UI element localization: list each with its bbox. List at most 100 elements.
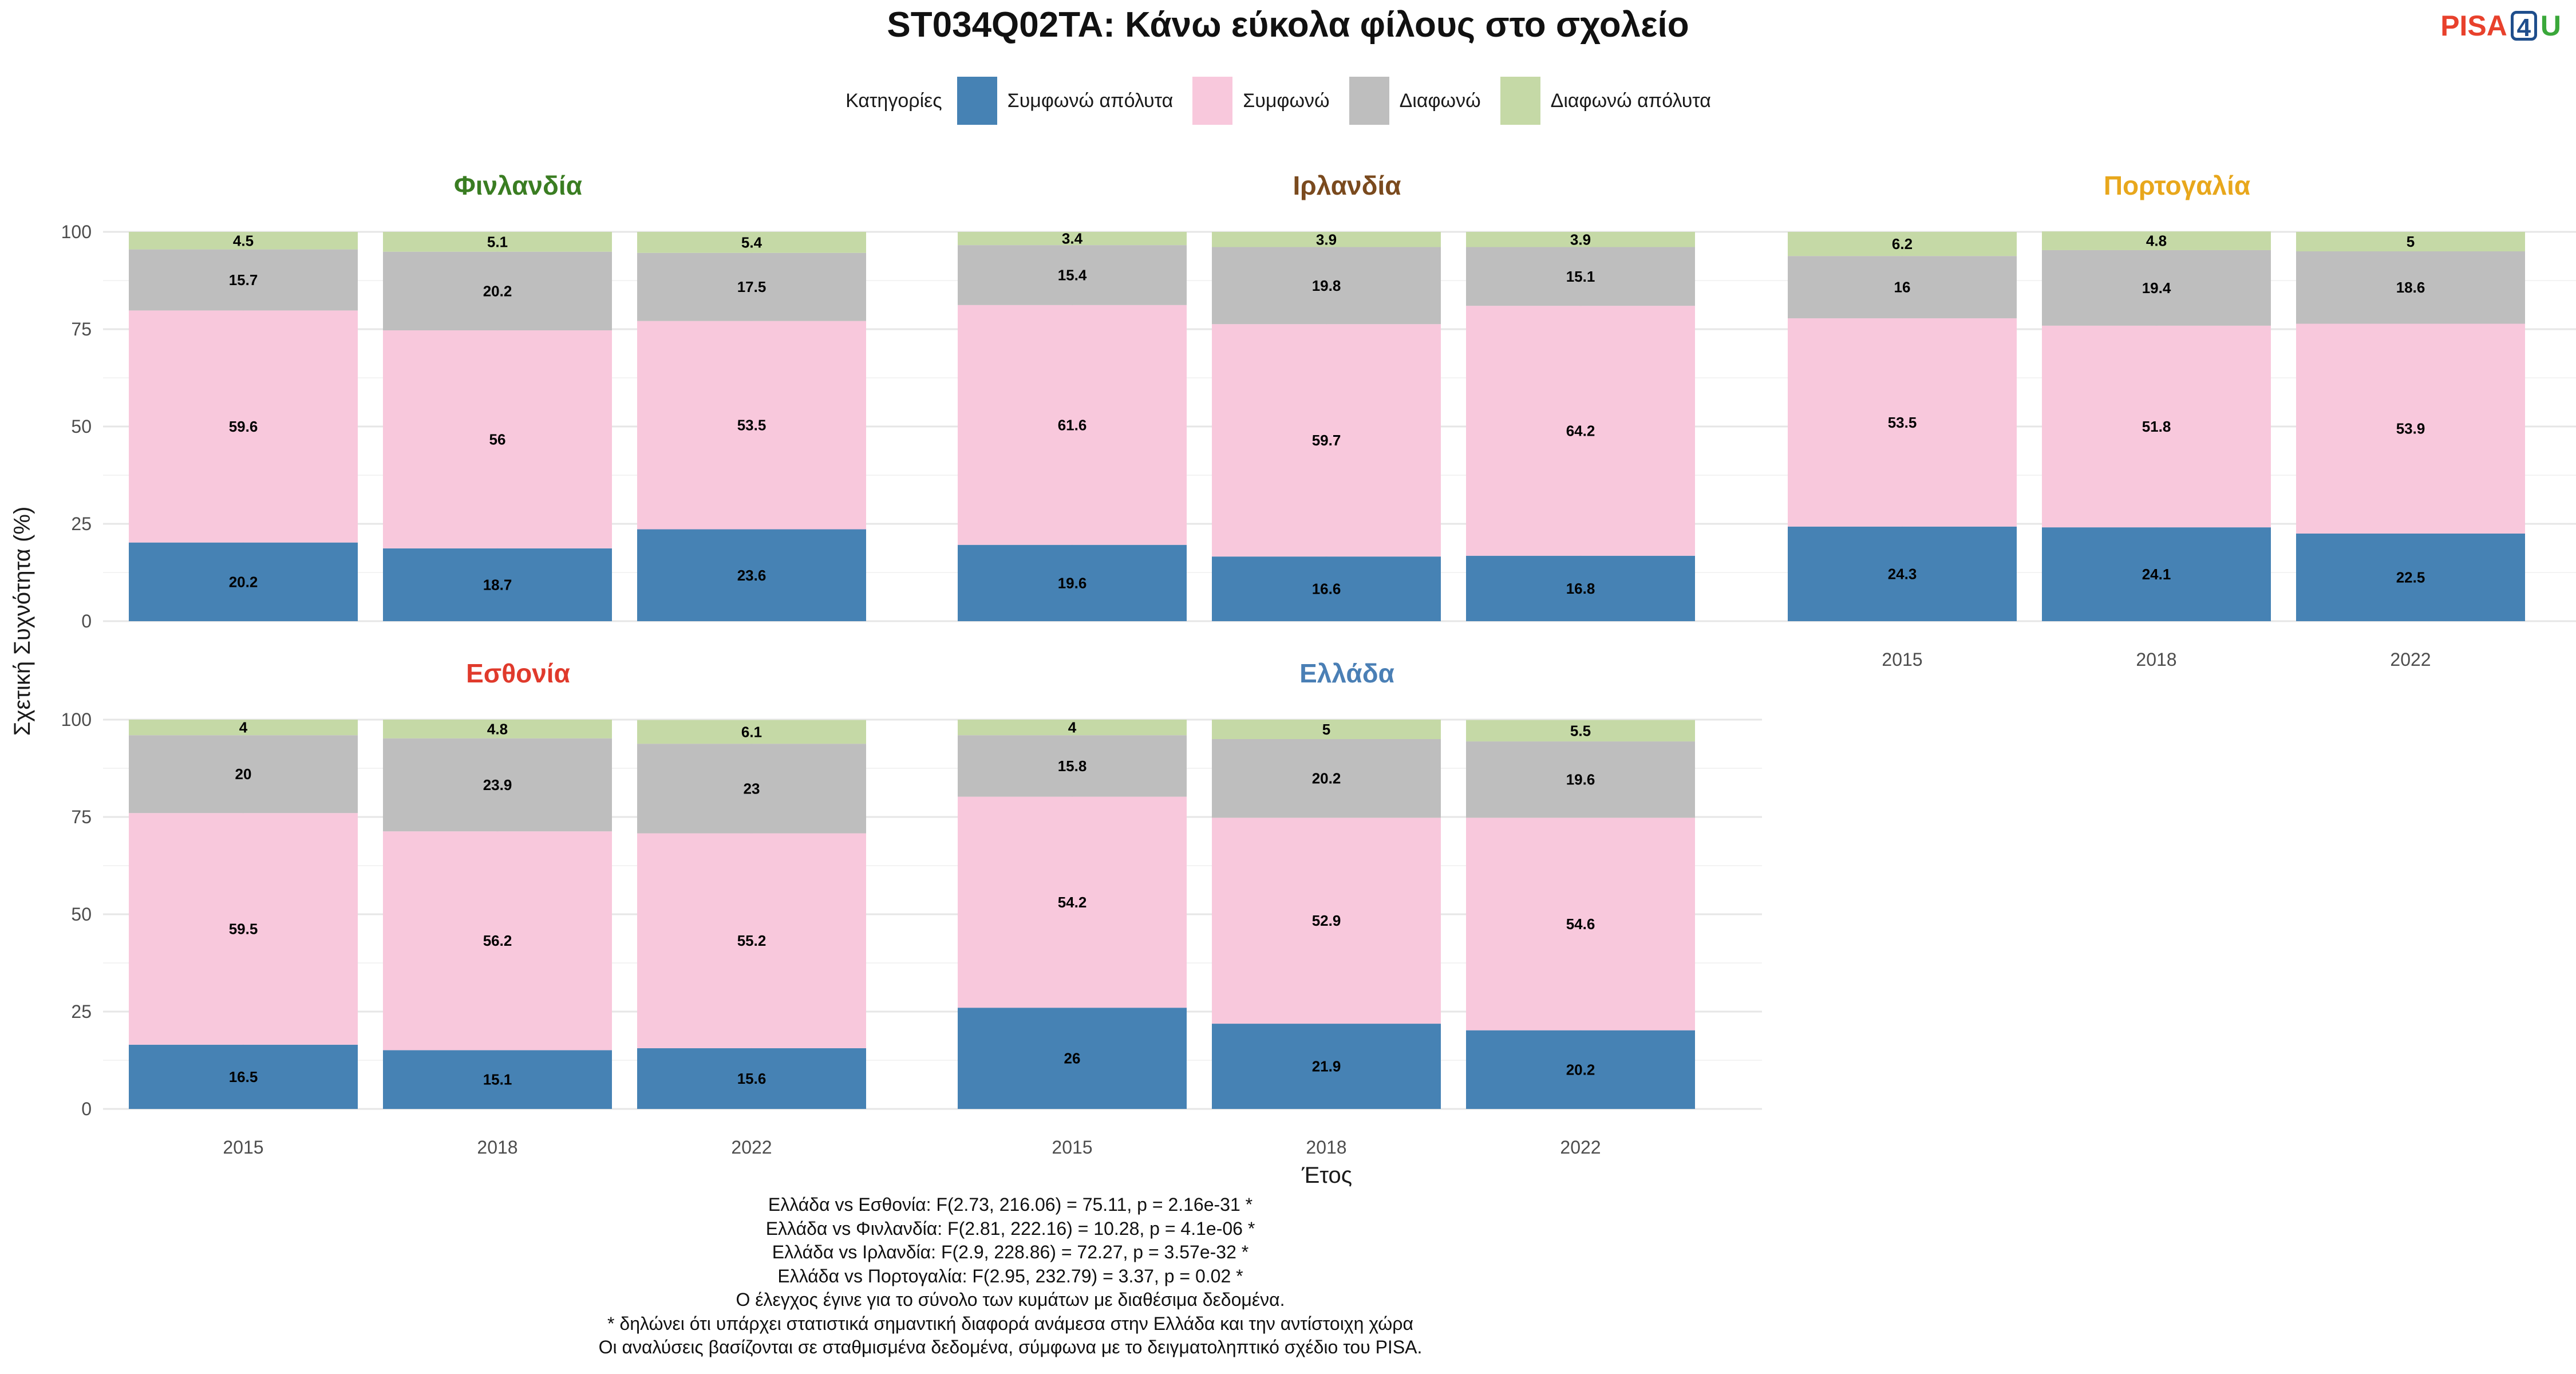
pisa4u-logo: PISA 4 U <box>2440 6 2561 46</box>
bar-segment <box>637 744 866 834</box>
bar-segment <box>129 249 358 311</box>
bar-segment <box>1466 720 1695 742</box>
bar-segment <box>1212 720 1441 739</box>
bar-segment <box>129 542 358 621</box>
bar-segment <box>637 321 866 530</box>
data-label: 15.6 <box>737 1070 767 1087</box>
legend-item-strongly-agree: Συμφωνώ απόλυτα <box>957 77 1174 125</box>
data-label: 54.6 <box>1566 915 1595 933</box>
legend-item-disagree: Διαφωνώ <box>1349 77 1481 125</box>
data-label: 15.1 <box>483 1071 512 1088</box>
x-tick-label: 2015 <box>1882 649 1922 670</box>
bar-segment <box>1212 818 1441 1024</box>
data-label: 56 <box>489 431 506 448</box>
data-label: 24.3 <box>1888 565 1917 582</box>
bar-segment <box>383 232 612 252</box>
legend-label-disagree: Διαφωνώ <box>1399 89 1481 112</box>
data-label: 16 <box>1894 279 1911 296</box>
data-label: 23 <box>744 780 760 797</box>
y-tick-label: 0 <box>81 1099 92 1119</box>
y-tick-label: 25 <box>71 514 92 534</box>
data-label: 16.8 <box>1566 580 1595 597</box>
data-label: 4.5 <box>233 232 254 249</box>
bar-segment <box>2296 534 2525 621</box>
y-tick-label: 50 <box>71 416 92 437</box>
bar-segment <box>1466 232 1695 247</box>
bar-segment <box>2296 323 2525 534</box>
bar-segment <box>1466 555 1695 621</box>
data-label: 23.9 <box>483 776 512 793</box>
data-label: 5.4 <box>741 234 762 251</box>
bar-segment <box>1788 526 2017 621</box>
bar-segment <box>958 544 1187 621</box>
legend: Κατηγορίες Συμφωνώ απόλυτα Συμφωνώ Διαφω… <box>0 73 2576 128</box>
data-label: 18.6 <box>2396 279 2425 296</box>
data-label: 53.9 <box>2396 420 2425 437</box>
data-label: 19.8 <box>1312 277 1341 294</box>
x-tick-label: 2022 <box>731 1137 772 1158</box>
legend-key-strongly-disagree <box>1500 77 1540 125</box>
logo-text-pisa: PISA <box>2440 10 2507 42</box>
data-label: 4 <box>1068 719 1077 736</box>
bar-segment <box>2042 325 2271 528</box>
bar-segment <box>1212 232 1441 247</box>
bar-segment <box>1466 1030 1695 1109</box>
bar-segment <box>637 720 866 744</box>
bar-segment <box>129 720 358 736</box>
bar-segment <box>1466 247 1695 306</box>
bar-segment <box>383 251 612 331</box>
data-label: 17.5 <box>737 278 767 295</box>
data-label: 59.5 <box>229 921 258 938</box>
data-label: 53.5 <box>737 417 767 434</box>
data-label: 18.7 <box>483 576 512 593</box>
data-label: 20 <box>235 765 252 783</box>
note-line: * δηλώνει ότι υπάρχει στατιστικά σημαντι… <box>607 1313 1413 1334</box>
data-label: 4.8 <box>487 720 508 737</box>
legend-label-strongly-agree: Συμφωνώ απόλυτα <box>1007 89 1174 112</box>
note-line: Ελλάδα vs Εσθονία: F(2.73, 216.06) = 75.… <box>768 1194 1253 1215</box>
panel-3: Πορτογαλία 2015 2018 2022 24.3 53.5 16 6.2 24.1 5… <box>1762 171 2576 670</box>
bar-segment <box>1212 324 1441 557</box>
data-label: 22.5 <box>2396 569 2425 586</box>
panel-title: Ιρλανδία <box>1293 171 1401 200</box>
y-tick-label: 100 <box>61 709 92 730</box>
data-label: 61.6 <box>1058 416 1087 433</box>
data-label: 20.2 <box>483 282 512 299</box>
panel-title: Εσθονία <box>466 658 570 688</box>
legend-key-strongly-agree <box>957 77 997 125</box>
logo-text-u: U <box>2540 10 2561 42</box>
panel-title: Πορτογαλία <box>2104 171 2250 200</box>
y-tick-label: 75 <box>71 807 92 827</box>
data-label: 59.7 <box>1312 432 1341 449</box>
x-tick-label: 2018 <box>2136 649 2176 670</box>
bar-segment <box>958 232 1187 246</box>
legend-label-agree: Συμφωνώ <box>1243 89 1330 112</box>
bar-segment <box>129 813 358 1045</box>
data-label: 20.2 <box>229 573 258 590</box>
note-line: Ελλάδα vs Πορτογαλία: F(2.95, 232.79) = … <box>777 1265 1243 1286</box>
data-label: 4.8 <box>2146 232 2167 250</box>
data-label: 59.6 <box>229 418 258 435</box>
logo-text-4: 4 <box>2510 11 2537 42</box>
panel-1: Φινλανδία 0 25 50 75 100 20.2 59.6 15.7 4.5 18.7 56… <box>61 171 933 631</box>
data-label: 26 <box>1064 1050 1081 1067</box>
legend-key-agree <box>1192 77 1233 125</box>
bar-segment <box>1788 318 2017 527</box>
bar-segment <box>383 330 612 548</box>
legend-item-strongly-disagree: Διαφωνώ απόλυτα <box>1500 77 1711 125</box>
y-axis-label: Σχετική Συχνότητα (%) <box>10 507 35 736</box>
y-tick-label: 50 <box>71 904 92 925</box>
bar-segment <box>383 738 612 832</box>
bar-segment <box>2296 232 2525 251</box>
x-tick-label: 2022 <box>2390 649 2431 670</box>
data-label: 6.1 <box>741 723 762 740</box>
legend-label-strongly-disagree: Διαφωνώ απόλυτα <box>1550 89 1711 112</box>
y-tick-label: 0 <box>81 611 92 631</box>
legend-title: Κατηγορίες <box>846 89 942 112</box>
bar-segment <box>1466 818 1695 1030</box>
bar-segment <box>129 232 358 250</box>
data-label: 4 <box>239 719 248 736</box>
bar-segment <box>129 735 358 814</box>
legend-item-agree: Συμφωνώ <box>1192 77 1330 125</box>
